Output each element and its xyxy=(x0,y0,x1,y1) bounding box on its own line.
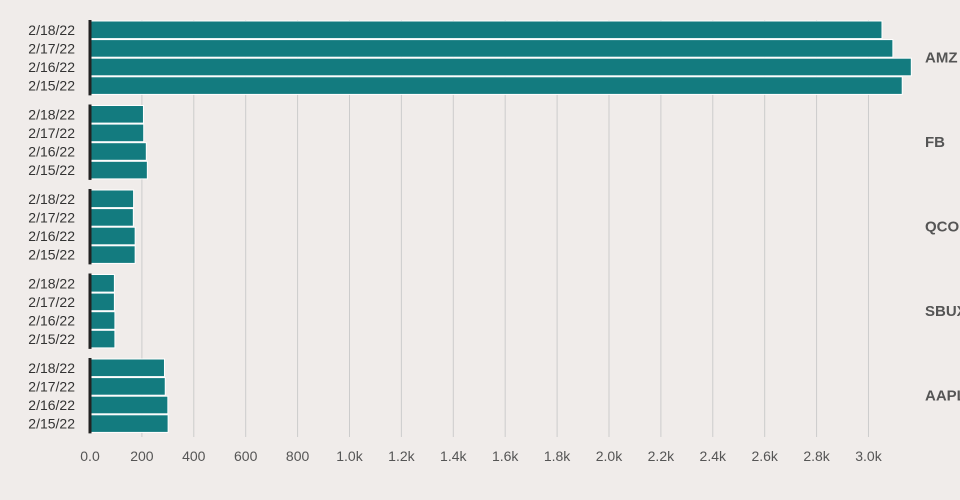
bar[interactable] xyxy=(89,160,148,180)
bar[interactable] xyxy=(89,39,894,58)
date-label: 2/18/22 xyxy=(28,191,75,207)
date-label: 2/16/22 xyxy=(28,144,75,160)
labels: 0.0 200 400 600 800 1.0k 1.2k 1.4k 1.6k 1.8k 2.0k 2… xyxy=(28,22,960,464)
date-label: 2/17/22 xyxy=(28,378,75,394)
x-tick-label: 3.0k xyxy=(855,448,882,464)
bar[interactable] xyxy=(89,57,912,77)
date-label: 2/18/22 xyxy=(28,106,75,122)
bar[interactable] xyxy=(89,292,115,312)
bar[interactable] xyxy=(89,208,134,227)
date-label: 2/16/22 xyxy=(28,228,75,244)
bar[interactable] xyxy=(89,245,136,264)
date-label: 2/15/22 xyxy=(28,247,75,263)
x-tick-label: 200 xyxy=(130,448,154,464)
date-label: 2/17/22 xyxy=(28,294,75,310)
bar[interactable] xyxy=(89,274,115,293)
bar[interactable] xyxy=(89,76,903,95)
date-label: 2/18/22 xyxy=(28,360,75,376)
bar[interactable] xyxy=(89,123,145,143)
bar[interactable] xyxy=(89,226,136,246)
x-tick-label: 2.8k xyxy=(803,448,830,464)
x-tick-label: 1.2k xyxy=(388,448,415,464)
group-label: QCO xyxy=(925,219,960,236)
bar[interactable] xyxy=(89,142,147,161)
x-tick-label: 2.2k xyxy=(648,448,675,464)
group-label: AAPL xyxy=(925,388,960,405)
date-label: 2/16/22 xyxy=(28,313,75,329)
bar[interactable] xyxy=(89,414,169,433)
x-tick-label: 1.4k xyxy=(440,448,467,464)
x-tick-label: 0.0 xyxy=(80,448,100,464)
date-label: 2/17/22 xyxy=(28,125,75,141)
date-label: 2/15/22 xyxy=(28,78,75,94)
bars xyxy=(89,20,912,433)
bar[interactable] xyxy=(89,311,116,330)
date-label: 2/15/22 xyxy=(28,416,75,432)
date-label: 2/17/22 xyxy=(28,209,75,225)
bar[interactable] xyxy=(89,395,169,415)
x-tick-label: 800 xyxy=(286,448,310,464)
date-label: 2/15/22 xyxy=(28,162,75,178)
x-tick-label: 2.4k xyxy=(700,448,727,464)
date-label: 2/16/22 xyxy=(28,397,75,413)
x-tick-label: 2.0k xyxy=(596,448,623,464)
bar[interactable] xyxy=(89,329,116,349)
date-label: 2/17/22 xyxy=(28,40,75,56)
date-label: 2/18/22 xyxy=(28,22,75,38)
bar[interactable] xyxy=(89,105,144,124)
date-label: 2/15/22 xyxy=(28,331,75,347)
date-label: 2/16/22 xyxy=(28,59,75,75)
group-label: AMZ xyxy=(925,50,958,67)
date-label: 2/18/22 xyxy=(28,275,75,291)
bar[interactable] xyxy=(89,20,883,40)
bar[interactable] xyxy=(89,377,166,396)
x-tick-label: 600 xyxy=(234,448,258,464)
bar[interactable] xyxy=(89,189,135,209)
bar[interactable] xyxy=(89,358,165,378)
group-label: FB xyxy=(925,134,945,151)
x-tick-label: 1.0k xyxy=(336,448,363,464)
x-tick-label: 400 xyxy=(182,448,206,464)
group-label: SBUX xyxy=(925,303,960,320)
x-tick-label: 1.8k xyxy=(544,448,571,464)
x-tick-label: 1.6k xyxy=(492,448,519,464)
x-tick-label: 2.6k xyxy=(751,448,778,464)
